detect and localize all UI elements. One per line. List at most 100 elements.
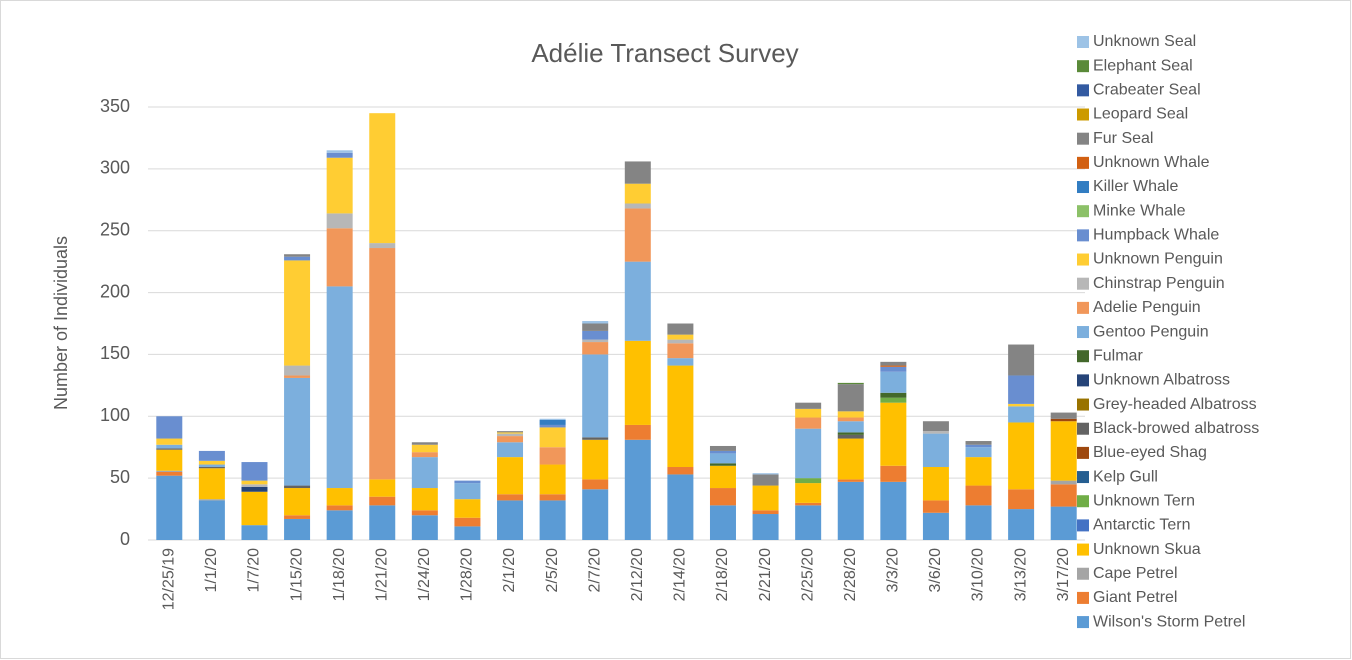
bar-segment xyxy=(284,365,311,376)
y-tick-label: 350 xyxy=(100,96,130,116)
x-tick-label: 3/6/20 xyxy=(927,548,944,593)
bar-segment xyxy=(582,330,609,340)
x-tick-label: 2/28/20 xyxy=(842,548,859,601)
bar-segment xyxy=(624,439,651,540)
bar-segment xyxy=(1050,418,1077,422)
legend-swatch xyxy=(1077,253,1089,266)
legend-label: Adelie Penguin xyxy=(1093,299,1201,316)
bar-segment xyxy=(1050,480,1077,485)
chart-title: Adélie Transect Survey xyxy=(531,38,798,68)
x-tick-label: 1/24/20 xyxy=(416,548,433,601)
bar-segment xyxy=(965,444,992,448)
bar-segment xyxy=(582,339,609,343)
legend-label: Kelp Gull xyxy=(1093,468,1158,485)
bar-segment xyxy=(1008,344,1035,376)
legend-label: Leopard Seal xyxy=(1093,106,1188,123)
bar-segment xyxy=(752,514,779,540)
legend-label: Fulmar xyxy=(1093,347,1143,364)
legend-label: Giant Petrel xyxy=(1093,589,1177,606)
legend-label: Cape Petrel xyxy=(1093,565,1178,582)
bar-segment xyxy=(326,510,353,540)
bar-segment xyxy=(880,392,907,398)
x-tick-label: 1/28/20 xyxy=(459,548,476,601)
bar-segment xyxy=(922,500,949,513)
bar-segment xyxy=(497,500,524,540)
x-tick-label: 2/21/20 xyxy=(757,548,774,601)
bar-segment xyxy=(624,161,651,184)
legend-label: Unknown Seal xyxy=(1093,33,1196,50)
bar-segment xyxy=(709,465,736,489)
bar-segment xyxy=(454,517,481,527)
bar-segment xyxy=(326,286,353,489)
legend-swatch xyxy=(1077,567,1089,580)
x-tick-label: 3/17/20 xyxy=(1055,548,1072,601)
bar-segment xyxy=(497,436,524,443)
bar-segment xyxy=(369,505,396,540)
bar-segment xyxy=(497,457,524,495)
bar-segment xyxy=(497,442,524,458)
bar-segment xyxy=(369,113,396,244)
legend-swatch xyxy=(1077,374,1089,387)
legend-label: Unknown Whale xyxy=(1093,154,1210,171)
bar-segment xyxy=(198,467,225,469)
bar-segment xyxy=(156,471,183,476)
bar-segment xyxy=(880,397,907,403)
bar-segment xyxy=(539,427,566,448)
y-tick-label: 50 xyxy=(110,467,130,487)
bar-segment xyxy=(369,248,396,480)
x-tick-label: 2/1/20 xyxy=(501,548,518,593)
bar-segment xyxy=(837,417,864,422)
bar-segment xyxy=(539,500,566,540)
bar-segment xyxy=(1008,375,1035,404)
legend-label: Unknown Tern xyxy=(1093,492,1195,509)
y-axis-label: Number of Individuals xyxy=(51,236,71,410)
x-tick-label: 2/14/20 xyxy=(672,548,689,601)
bar-segment xyxy=(497,432,524,434)
legend-swatch xyxy=(1077,84,1089,97)
bar-segment xyxy=(497,494,524,501)
bar-segment xyxy=(837,421,864,433)
bar-segment xyxy=(582,479,609,490)
bar-segment xyxy=(326,152,353,158)
bar-segment xyxy=(539,418,566,420)
legend-label: Unknown Penguin xyxy=(1093,251,1223,268)
bar-segment xyxy=(624,424,651,440)
bar-segment xyxy=(454,526,481,540)
bar-segment xyxy=(667,343,694,359)
bar-segment xyxy=(922,421,949,432)
x-tick-label: 2/25/20 xyxy=(799,548,816,601)
bar-segment xyxy=(1050,412,1077,419)
bar-segment xyxy=(624,203,651,209)
legend-label: Unknown Albatross xyxy=(1093,372,1230,389)
x-tick-label: 2/7/20 xyxy=(586,548,603,593)
legend-swatch xyxy=(1077,181,1089,194)
bar-segment xyxy=(880,402,907,466)
bar-segment xyxy=(667,323,694,335)
bar-segment xyxy=(326,228,353,287)
bar-segment xyxy=(922,433,949,468)
bar-segment xyxy=(241,462,268,481)
bar-segment xyxy=(1008,489,1035,510)
bar-segment xyxy=(198,460,225,465)
bar-segment xyxy=(752,510,779,515)
bar-segment xyxy=(411,444,438,453)
bar-segment xyxy=(326,488,353,506)
y-tick-label: 300 xyxy=(100,158,130,178)
bar-segment xyxy=(284,485,311,489)
bar-segment xyxy=(922,512,949,540)
legend-swatch xyxy=(1077,229,1089,242)
y-tick-label: 0 xyxy=(120,529,130,549)
bar-segment xyxy=(326,157,353,214)
legend-swatch xyxy=(1077,616,1089,629)
legend-swatch xyxy=(1077,422,1089,435)
bar-segment xyxy=(795,402,822,409)
bar-segment xyxy=(198,468,225,500)
bar-segment xyxy=(241,484,268,487)
bar-segment xyxy=(454,480,481,484)
y-tick-label: 100 xyxy=(100,405,130,425)
legend-label: Blue-eyed Shag xyxy=(1093,444,1207,461)
bar-segment xyxy=(752,474,779,486)
bar-segment xyxy=(965,447,992,458)
bar-segment xyxy=(156,438,183,445)
bar-segment xyxy=(837,411,864,418)
